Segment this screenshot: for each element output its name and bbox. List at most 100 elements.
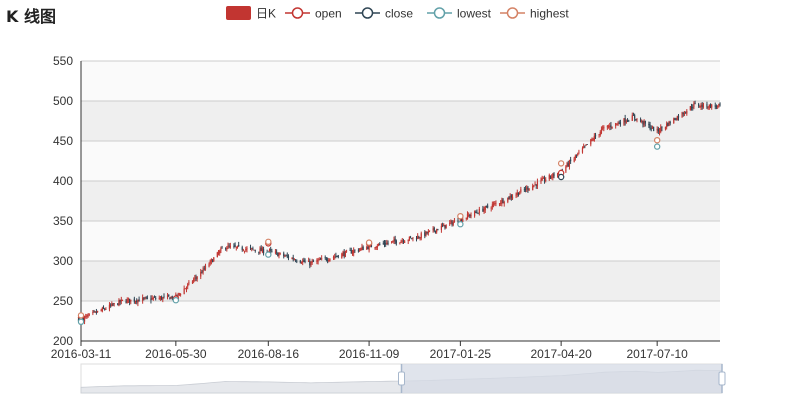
grid-band bbox=[81, 301, 720, 341]
candle bbox=[528, 188, 530, 192]
data-zoom-slider[interactable] bbox=[80, 363, 726, 394]
candle bbox=[143, 297, 145, 301]
y-tick-label: 500 bbox=[53, 94, 73, 108]
candle bbox=[444, 225, 446, 230]
candle bbox=[385, 240, 387, 247]
candle bbox=[158, 295, 160, 300]
candle bbox=[96, 310, 99, 313]
candle bbox=[532, 183, 534, 191]
candle bbox=[675, 117, 677, 121]
candle bbox=[617, 121, 619, 127]
candle bbox=[349, 247, 351, 251]
candle bbox=[632, 112, 635, 116]
candle bbox=[577, 152, 579, 157]
candle bbox=[286, 252, 288, 259]
candle bbox=[345, 249, 348, 253]
candle bbox=[296, 259, 298, 264]
candle bbox=[300, 261, 303, 264]
candle bbox=[409, 235, 412, 239]
legend-label: open bbox=[315, 7, 342, 21]
legend-item-日K[interactable]: 日K bbox=[226, 6, 276, 21]
candle bbox=[500, 200, 502, 207]
legend-item-open[interactable]: open bbox=[285, 7, 342, 21]
candle bbox=[121, 299, 124, 302]
candle bbox=[575, 154, 578, 159]
candle bbox=[254, 249, 256, 253]
candle bbox=[292, 254, 294, 262]
candle bbox=[510, 194, 512, 201]
candle bbox=[594, 132, 597, 139]
lowest-marker bbox=[77, 318, 85, 325]
candle bbox=[193, 277, 195, 284]
candle bbox=[235, 246, 237, 251]
candle bbox=[404, 240, 406, 244]
candle bbox=[343, 249, 345, 259]
candle bbox=[161, 295, 163, 301]
candle bbox=[136, 298, 138, 305]
slider-start-handle[interactable] bbox=[398, 371, 405, 386]
candle bbox=[361, 243, 363, 251]
candle bbox=[411, 238, 413, 240]
candle bbox=[125, 298, 127, 304]
candle bbox=[653, 126, 655, 132]
candle bbox=[666, 121, 668, 130]
candle bbox=[483, 206, 485, 214]
candle bbox=[221, 245, 223, 249]
candle bbox=[229, 242, 231, 249]
candle bbox=[166, 292, 169, 300]
x-tick-label: 2016-08-16 bbox=[238, 347, 300, 361]
candle bbox=[227, 242, 229, 249]
slider-selected-range[interactable] bbox=[401, 364, 723, 393]
candle bbox=[283, 251, 285, 259]
candle bbox=[110, 303, 112, 308]
candle bbox=[491, 201, 493, 210]
candle bbox=[357, 248, 360, 253]
x-tick-label: 2016-03-11 bbox=[51, 347, 112, 361]
candle bbox=[366, 245, 368, 250]
candle bbox=[509, 193, 511, 200]
candle bbox=[146, 295, 148, 300]
candle bbox=[251, 247, 253, 252]
legend-label: close bbox=[385, 7, 413, 21]
candle bbox=[208, 262, 210, 268]
candle bbox=[155, 295, 157, 301]
candle bbox=[469, 213, 471, 219]
candle bbox=[625, 119, 627, 124]
candle bbox=[433, 226, 435, 233]
grid-band bbox=[81, 181, 720, 221]
candle bbox=[551, 174, 553, 180]
candle bbox=[628, 119, 630, 122]
legend-circle-icon bbox=[433, 7, 446, 19]
candle bbox=[681, 111, 683, 118]
y-tick-label: 250 bbox=[53, 294, 73, 308]
candle bbox=[639, 117, 642, 123]
candle bbox=[241, 245, 243, 252]
legend-item-close[interactable]: close bbox=[355, 7, 413, 21]
candle bbox=[316, 258, 318, 265]
candle bbox=[393, 236, 395, 244]
candle bbox=[690, 103, 693, 111]
candle bbox=[344, 250, 346, 258]
candle bbox=[450, 219, 452, 225]
candle bbox=[476, 209, 478, 214]
legend-item-highest[interactable]: highest bbox=[500, 7, 569, 21]
candle bbox=[432, 226, 434, 233]
candle bbox=[417, 233, 419, 240]
candle bbox=[515, 192, 517, 199]
legend-rect-icon bbox=[226, 6, 251, 20]
candle bbox=[360, 247, 362, 252]
legend-label: lowest bbox=[457, 7, 492, 21]
candle bbox=[117, 302, 119, 306]
candle bbox=[113, 302, 115, 307]
x-tick-label: 2016-11-09 bbox=[339, 347, 400, 361]
slider-end-handle[interactable] bbox=[718, 371, 726, 386]
candle bbox=[700, 102, 702, 111]
legend-item-lowest[interactable]: lowest bbox=[427, 7, 492, 21]
candle bbox=[274, 249, 277, 255]
candle bbox=[658, 128, 661, 136]
candle bbox=[606, 125, 608, 130]
lowest-marker bbox=[172, 297, 180, 304]
candle bbox=[312, 259, 314, 263]
candle bbox=[171, 295, 173, 301]
